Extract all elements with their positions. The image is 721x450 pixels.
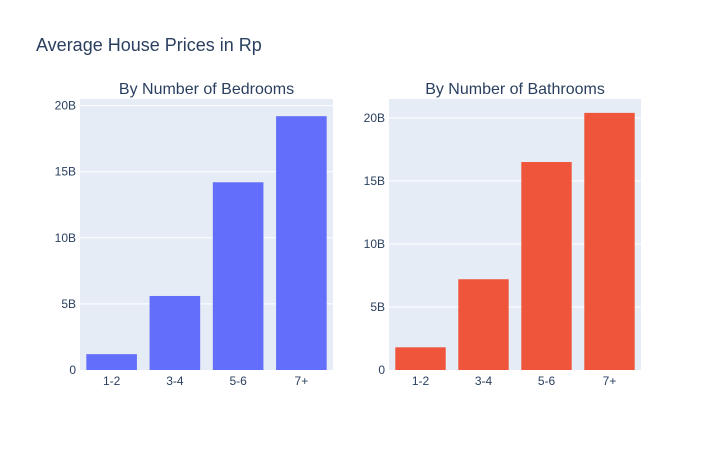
bathrooms-chart-title: By Number of Bathrooms [425,81,605,98]
bathrooms-x-tick-label: 1-2 [412,374,430,388]
bedrooms-chart: 0 5B 10B 15B 20B 1-2 3-4 5-6 7+ By Number of Bedr… [55,81,333,388]
bathrooms-y-tick-label: 10B [364,237,385,251]
bathrooms-bar-7+ [584,112,635,371]
bathrooms-x-tick-label: 5-6 [538,374,556,388]
bedrooms-y-tick-label: 10B [55,231,76,245]
bedrooms-y-tick-label: 0 [69,363,76,377]
bathrooms-bar-3-4 [458,279,509,370]
chart-main-title: Average House Prices in Rp [36,35,262,55]
bathrooms-chart: 0 5B 10B 15B 20B 1-2 3-4 5-6 7+ By Number of Bath… [364,81,641,388]
bathrooms-y-tick-label: 20B [364,111,385,125]
bedrooms-y-tick-label: 15B [55,165,76,179]
bedrooms-bar-3-4 [149,295,201,370]
bedrooms-x-tick-label: 3-4 [166,374,184,388]
bedrooms-chart-title: By Number of Bedrooms [119,81,294,98]
bedrooms-bar-5-6 [212,182,264,370]
bathrooms-y-tick-label: 15B [364,174,385,188]
bathrooms-y-tick-label: 5B [370,300,385,314]
bathrooms-bar-5-6 [521,162,572,370]
bathrooms-bar-1-2 [395,347,446,370]
bedrooms-x-tick-label: 7+ [295,374,309,388]
bedrooms-y-tick-label: 5B [61,297,76,311]
bathrooms-x-tick-label: 7+ [603,374,617,388]
bedrooms-x-tick-label: 1-2 [103,374,121,388]
bedrooms-bar-1-2 [86,354,137,370]
bedrooms-y-tick-label: 20B [55,99,76,113]
bathrooms-y-tick-label: 0 [378,363,385,377]
bedrooms-x-tick-label: 5-6 [229,374,247,388]
bedrooms-bar-7+ [276,116,327,370]
bathrooms-x-tick-label: 3-4 [475,374,493,388]
